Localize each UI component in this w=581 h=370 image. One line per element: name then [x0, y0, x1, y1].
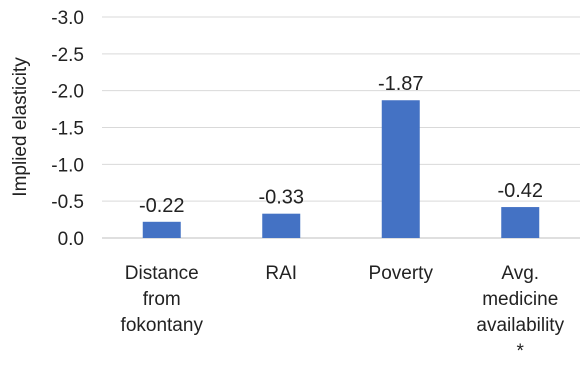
bar [142, 221, 181, 238]
y-tick-label: -2.0 [51, 82, 84, 103]
bar [262, 213, 301, 238]
data-label: -1.87 [378, 73, 424, 95]
x-category-label-line: availability [476, 315, 564, 336]
y-tick-label: -1.5 [51, 119, 84, 140]
gridlines [102, 16, 580, 239]
bar [501, 207, 540, 238]
x-category-label: Poverty [369, 263, 434, 284]
x-category-label-line: Distance [125, 263, 199, 284]
x-category-label-line: Avg. [501, 263, 539, 284]
y-tick-label: 0.0 [58, 229, 84, 250]
y-tick-label: -1.0 [51, 155, 84, 176]
x-category-label-line: medicine [482, 289, 558, 310]
y-tick-label: -2.5 [51, 45, 84, 66]
y-axis-ticks: 0.0 -0.5 -1.0 -1.5 -2.0 -2.5 -3.0 [51, 8, 84, 250]
y-tick-label: -0.5 [51, 192, 84, 213]
x-category-label: Distance from fokontany [121, 263, 204, 336]
y-tick-label: -3.0 [51, 8, 84, 29]
data-labels: -0.22 -0.33 -1.87 -0.42 [139, 73, 543, 217]
x-category-label-line: * [517, 341, 525, 362]
x-axis-categories: Distance from fokontany RAI Poverty Avg. medic… [121, 263, 565, 362]
x-category-label-line: from [143, 289, 181, 310]
y-axis-title: Implied elasticity [10, 57, 31, 197]
x-category-label-line: RAI [265, 263, 297, 284]
data-label: -0.33 [258, 187, 304, 209]
bars [142, 100, 540, 238]
x-category-label: Avg. medicine availability * [476, 263, 564, 362]
bar [381, 100, 420, 238]
data-label: -0.42 [497, 180, 543, 202]
data-label: -0.22 [139, 195, 185, 217]
x-category-label-line: fokontany [121, 315, 204, 336]
x-category-label-line: Poverty [369, 263, 434, 284]
x-category-label: RAI [265, 263, 297, 284]
